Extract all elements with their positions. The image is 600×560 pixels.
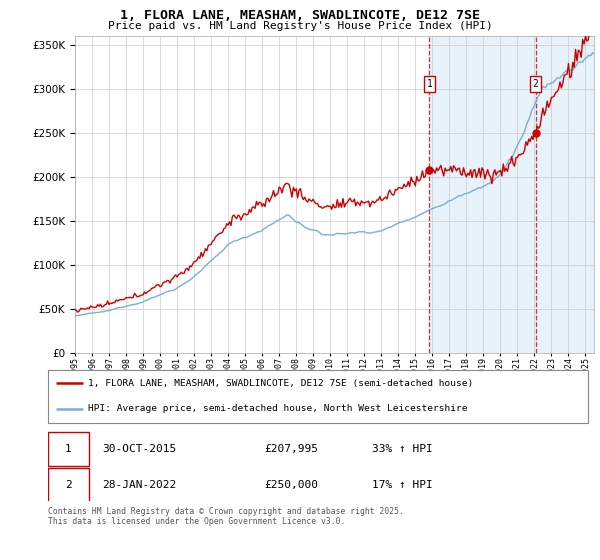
Text: 1, FLORA LANE, MEASHAM, SWADLINCOTE, DE12 7SE: 1, FLORA LANE, MEASHAM, SWADLINCOTE, DE1…: [120, 9, 480, 22]
Text: HPI: Average price, semi-detached house, North West Leicestershire: HPI: Average price, semi-detached house,…: [89, 404, 468, 413]
Bar: [430, 36, 594, 353]
Text: £250,000: £250,000: [264, 480, 318, 490]
Text: 33% ↑ HPI: 33% ↑ HPI: [372, 444, 433, 454]
Text: Contains HM Land Registry data © Crown copyright and database right 2025.
This d: Contains HM Land Registry data © Crown c…: [48, 507, 404, 526]
Text: 1: 1: [65, 444, 71, 454]
Text: Price paid vs. HM Land Registry's House Price Index (HPI): Price paid vs. HM Land Registry's House …: [107, 21, 493, 31]
Text: 28-JAN-2022: 28-JAN-2022: [102, 480, 176, 490]
Text: 1: 1: [427, 79, 433, 89]
Text: 2: 2: [533, 79, 539, 89]
FancyBboxPatch shape: [48, 432, 89, 466]
Text: 30-OCT-2015: 30-OCT-2015: [102, 444, 176, 454]
Text: 2: 2: [65, 480, 71, 490]
FancyBboxPatch shape: [48, 468, 89, 502]
Text: 17% ↑ HPI: 17% ↑ HPI: [372, 480, 433, 490]
Bar: [536, 36, 594, 353]
Text: 1, FLORA LANE, MEASHAM, SWADLINCOTE, DE12 7SE (semi-detached house): 1, FLORA LANE, MEASHAM, SWADLINCOTE, DE1…: [89, 379, 474, 388]
FancyBboxPatch shape: [48, 370, 588, 423]
Text: £207,995: £207,995: [264, 444, 318, 454]
